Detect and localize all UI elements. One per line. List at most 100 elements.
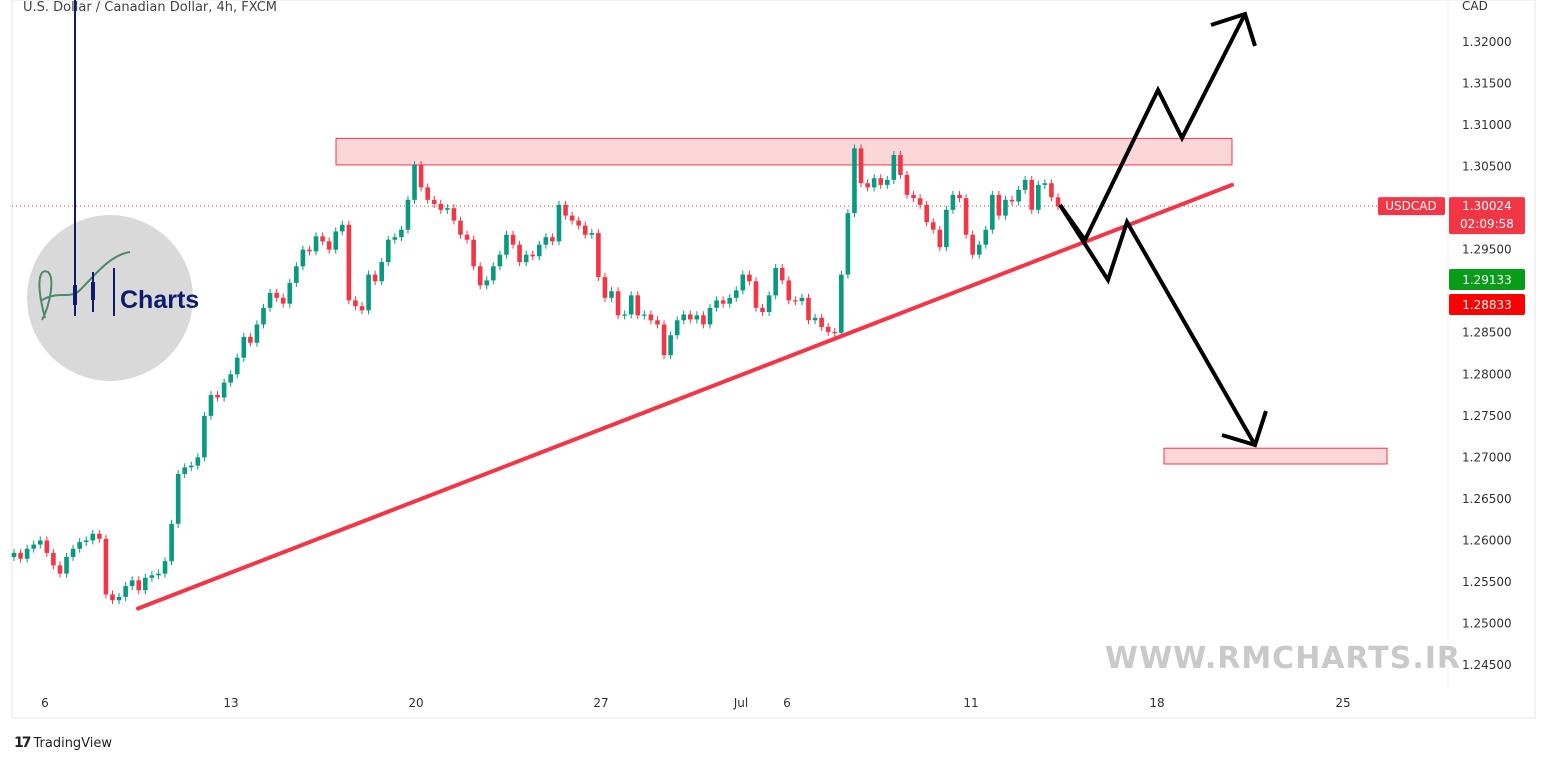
candle-body [103, 538, 109, 595]
candle-body [858, 148, 864, 184]
candle-body [930, 222, 936, 230]
price-tick-label: 1.31500 [1462, 77, 1512, 91]
candle-body [674, 320, 680, 336]
candle-body [188, 465, 194, 468]
candle-body [451, 208, 457, 221]
candle-body [661, 324, 667, 356]
time-tick-label: 18 [1149, 696, 1164, 710]
symbol-label: USDCAD [1385, 199, 1436, 213]
candle-body [628, 295, 634, 315]
candle-body [497, 254, 503, 267]
candle-body [543, 237, 549, 245]
candle-body [215, 395, 220, 398]
price-tick-label: 1.30500 [1462, 160, 1512, 174]
candle-body [701, 315, 706, 325]
candle-body [149, 575, 155, 578]
tradingview-label: TradingView [33, 735, 113, 751]
candle-body [891, 154, 897, 180]
candle-body [825, 326, 831, 332]
bid-price-label: 1.29133 [1462, 273, 1512, 287]
candle-body [228, 374, 233, 383]
candle-body [622, 314, 627, 316]
candle-body [64, 557, 69, 574]
bid-price-badge [1449, 269, 1525, 290]
candle-body [517, 244, 522, 263]
candle-body [635, 295, 641, 316]
candle-body [267, 292, 273, 308]
candle-body [609, 291, 614, 298]
candle-body [37, 540, 43, 545]
symbol-badge [1378, 197, 1445, 216]
candle-body [957, 194, 962, 199]
candle-body [175, 473, 181, 524]
time-tick-label: 25 [1335, 696, 1350, 710]
candle-body [878, 178, 884, 185]
candle-body [116, 596, 122, 601]
candle-body [806, 297, 811, 321]
candle-body [221, 382, 227, 398]
time-tick-label: 6 [41, 696, 49, 710]
candle-body [779, 267, 785, 281]
candle-body [333, 231, 339, 250]
price-tick-label: 1.26000 [1462, 533, 1512, 547]
candle-body [963, 198, 969, 235]
candle-body [727, 297, 732, 304]
candle-body [733, 290, 739, 298]
time-tick-label: 11 [963, 696, 978, 710]
candle-body [582, 225, 588, 235]
candle-body [254, 324, 260, 343]
candle-body [530, 254, 536, 257]
candle-body [786, 280, 792, 301]
candle-body [819, 317, 824, 327]
candle-body [484, 280, 490, 286]
candle-body [110, 594, 115, 601]
candle-body [865, 183, 870, 188]
candle-body [458, 220, 463, 235]
price-tick-label: 1.32000 [1462, 35, 1512, 49]
candle-body [1003, 199, 1008, 216]
candle-body [510, 234, 516, 245]
candle-body [156, 573, 161, 576]
candle-body [340, 224, 345, 232]
candle-body [884, 179, 890, 185]
chart-frame [11, 0, 1536, 719]
candle-body [83, 540, 89, 543]
currency-label: CAD [1462, 0, 1488, 13]
candle-body [773, 267, 778, 296]
candle-body [536, 244, 542, 257]
bullish-arrowhead [1210, 11, 1257, 47]
tradingview-logo-icon: 17 [14, 735, 32, 751]
candle-body [694, 315, 700, 320]
candle-body [832, 331, 838, 334]
candle-body [425, 187, 430, 200]
candle-body [385, 239, 391, 263]
candle-body [418, 164, 424, 188]
candle-body [11, 552, 17, 558]
candle-body [720, 300, 726, 304]
tradingview-brand[interactable]: 17 TradingView [14, 735, 112, 751]
candle-body [655, 320, 660, 325]
candle-body [136, 580, 142, 591]
rmcharts-logo: Charts [27, 0, 199, 381]
projection-arrows [1058, 11, 1268, 448]
candle-body [307, 249, 312, 252]
price-tick-label: 1.27000 [1462, 450, 1512, 464]
candle-body [123, 586, 128, 597]
ascending-trendline [136, 182, 1234, 611]
candle-body [596, 233, 601, 278]
candle-body [51, 552, 56, 566]
candle-body [261, 307, 266, 325]
candle-body [366, 274, 371, 311]
candle-body [18, 552, 23, 559]
candle-body [707, 307, 713, 325]
candle-body [280, 297, 286, 304]
candle-body [182, 467, 188, 474]
candle-body [359, 306, 365, 311]
candle-body [313, 236, 319, 252]
candle-body [379, 262, 384, 282]
time-tick-label: 13 [223, 696, 238, 710]
candle-body [477, 266, 483, 286]
candle-body [550, 237, 555, 242]
candle-body [563, 204, 568, 216]
